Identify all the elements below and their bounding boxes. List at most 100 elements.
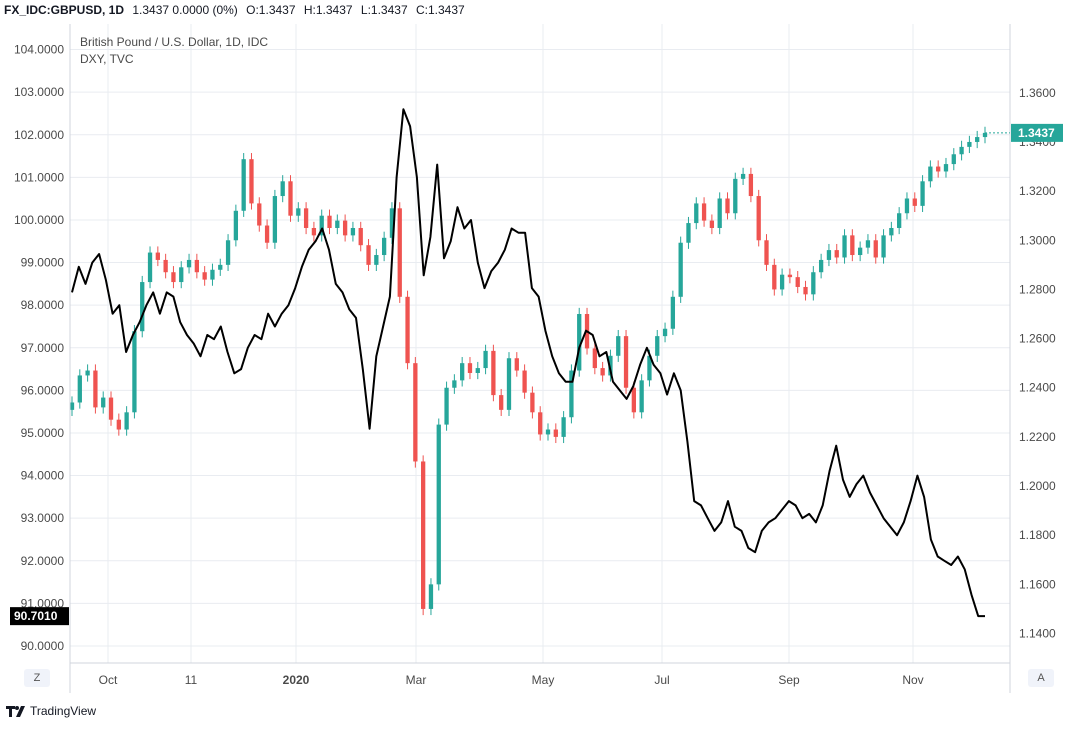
candle-body bbox=[101, 397, 106, 408]
legend-overlay-title[interactable]: DXY, TVC bbox=[80, 52, 134, 66]
candle-body bbox=[452, 380, 457, 388]
candle-body bbox=[803, 286, 808, 295]
candle-body bbox=[257, 203, 262, 226]
left-axis-tick-label: 100.0000 bbox=[14, 213, 64, 227]
candle-body bbox=[202, 272, 207, 280]
candle-body bbox=[116, 419, 121, 430]
candle-body bbox=[655, 336, 660, 356]
close-label: C:1.3437 bbox=[415, 3, 465, 17]
candle-body bbox=[608, 355, 613, 376]
x-axis-tick-label: 11 bbox=[185, 673, 198, 687]
candle-body bbox=[475, 368, 480, 373]
candle-body bbox=[514, 358, 519, 371]
x-axis-tick-label: Jul bbox=[654, 673, 669, 687]
candle-body bbox=[405, 296, 410, 364]
candle-body bbox=[936, 166, 941, 172]
candle-layer bbox=[69, 126, 988, 616]
candle-body bbox=[210, 269, 215, 280]
candle-body bbox=[577, 314, 582, 371]
candle-body bbox=[779, 274, 785, 290]
left-axis-tick-label: 94.0000 bbox=[21, 469, 65, 483]
right-last-value-label: 1.3437 bbox=[1018, 126, 1055, 140]
grid-layer bbox=[70, 24, 1010, 663]
candle-body bbox=[733, 178, 738, 214]
right-axis-tick-label: 1.3000 bbox=[1019, 233, 1056, 247]
candle-body bbox=[413, 363, 418, 462]
open-label: O:1.3437 bbox=[246, 3, 296, 17]
candle-body bbox=[881, 235, 886, 258]
candle-body bbox=[194, 259, 200, 273]
candle-body bbox=[155, 252, 160, 260]
candle-body bbox=[467, 363, 473, 373]
tradingview-brand: TradingView bbox=[30, 704, 97, 718]
left-last-value-label: 90.7010 bbox=[14, 609, 58, 623]
x-axis-tick-label: 2020 bbox=[283, 673, 310, 687]
change-label: 1.3437 0.0000 (0%) bbox=[132, 3, 238, 17]
tradingview-logo[interactable]: TradingView bbox=[6, 704, 96, 718]
candle-body bbox=[967, 141, 972, 147]
right-axis-auto-button[interactable]: A bbox=[1028, 669, 1054, 687]
candle-body bbox=[241, 159, 246, 211]
candle-body bbox=[522, 370, 527, 393]
candle-body bbox=[982, 132, 988, 138]
right-axis-tick-label: 1.2000 bbox=[1019, 479, 1056, 493]
candle-body bbox=[389, 208, 395, 238]
left-axis-tick-label: 90.0000 bbox=[21, 639, 65, 653]
candle-body bbox=[225, 240, 231, 265]
right-axis-tick-label: 1.2200 bbox=[1019, 430, 1056, 444]
x-axis-tick-label: Oct bbox=[99, 673, 118, 687]
candle-body bbox=[163, 259, 168, 273]
candle-body bbox=[943, 164, 949, 172]
right-last-value-badge bbox=[1011, 123, 1063, 142]
candle-body bbox=[381, 237, 387, 256]
candle-body bbox=[873, 240, 878, 258]
candle-body bbox=[951, 154, 956, 165]
left-axis-tick-label: 96.0000 bbox=[21, 383, 65, 397]
symbol-header: FX_IDC:GBPUSD, 1D 1.3437 0.0000 (0%) O:1… bbox=[4, 3, 470, 17]
candle-body bbox=[897, 213, 902, 228]
left-axis-tick-label: 99.0000 bbox=[21, 256, 65, 270]
candle-body bbox=[530, 392, 535, 413]
candle-body bbox=[179, 267, 184, 283]
symbol-label[interactable]: FX_IDC:GBPUSD, 1D bbox=[4, 3, 125, 17]
candle-body bbox=[647, 355, 652, 381]
candle-body bbox=[592, 348, 597, 369]
candle-body bbox=[795, 277, 800, 287]
candle-body bbox=[842, 235, 847, 258]
candle-body bbox=[272, 196, 278, 243]
candle-body bbox=[397, 208, 402, 297]
candle-body bbox=[545, 429, 551, 435]
candle-body bbox=[748, 173, 754, 197]
candle-body bbox=[436, 424, 441, 585]
low-label: L:1.3437 bbox=[360, 3, 408, 17]
dxy-layer bbox=[71, 108, 985, 618]
candle-body bbox=[600, 368, 605, 376]
candle-body bbox=[772, 264, 777, 290]
right-axis-tick-label: 1.2800 bbox=[1019, 282, 1056, 296]
candle-body bbox=[717, 198, 722, 228]
candle-body bbox=[319, 215, 324, 236]
legend: British Pound / U.S. Dollar, 1D, IDC DXY… bbox=[80, 34, 268, 68]
candle-body bbox=[740, 173, 746, 179]
candle-body bbox=[327, 215, 332, 228]
candle-body bbox=[342, 220, 348, 236]
axis-layer: 90.0000 91.0000 92.0000 93.0000 94.0000 95.00… bbox=[10, 24, 1063, 693]
candle-body bbox=[912, 198, 917, 206]
left-axis-tick-label: 93.0000 bbox=[21, 511, 65, 525]
candle-body bbox=[834, 250, 839, 258]
right-axis-tick-label: 1.1400 bbox=[1019, 627, 1056, 641]
candle-body bbox=[920, 181, 925, 206]
left-axis-zoom-button[interactable]: Z bbox=[24, 669, 50, 687]
right-axis-tick-label: 1.1800 bbox=[1019, 528, 1056, 542]
candle-body bbox=[303, 208, 309, 228]
candle-body bbox=[108, 397, 114, 420]
candle-body bbox=[77, 375, 82, 403]
legend-series-title[interactable]: British Pound / U.S. Dollar, 1D, IDC bbox=[80, 35, 269, 49]
left-axis-tick-label: 103.0000 bbox=[14, 85, 64, 99]
left-axis-tick-label: 101.0000 bbox=[14, 170, 64, 184]
candle-body bbox=[764, 240, 769, 265]
high-label: H:1.3437 bbox=[303, 3, 353, 17]
candle-body bbox=[787, 274, 793, 278]
candle-body bbox=[186, 259, 192, 268]
